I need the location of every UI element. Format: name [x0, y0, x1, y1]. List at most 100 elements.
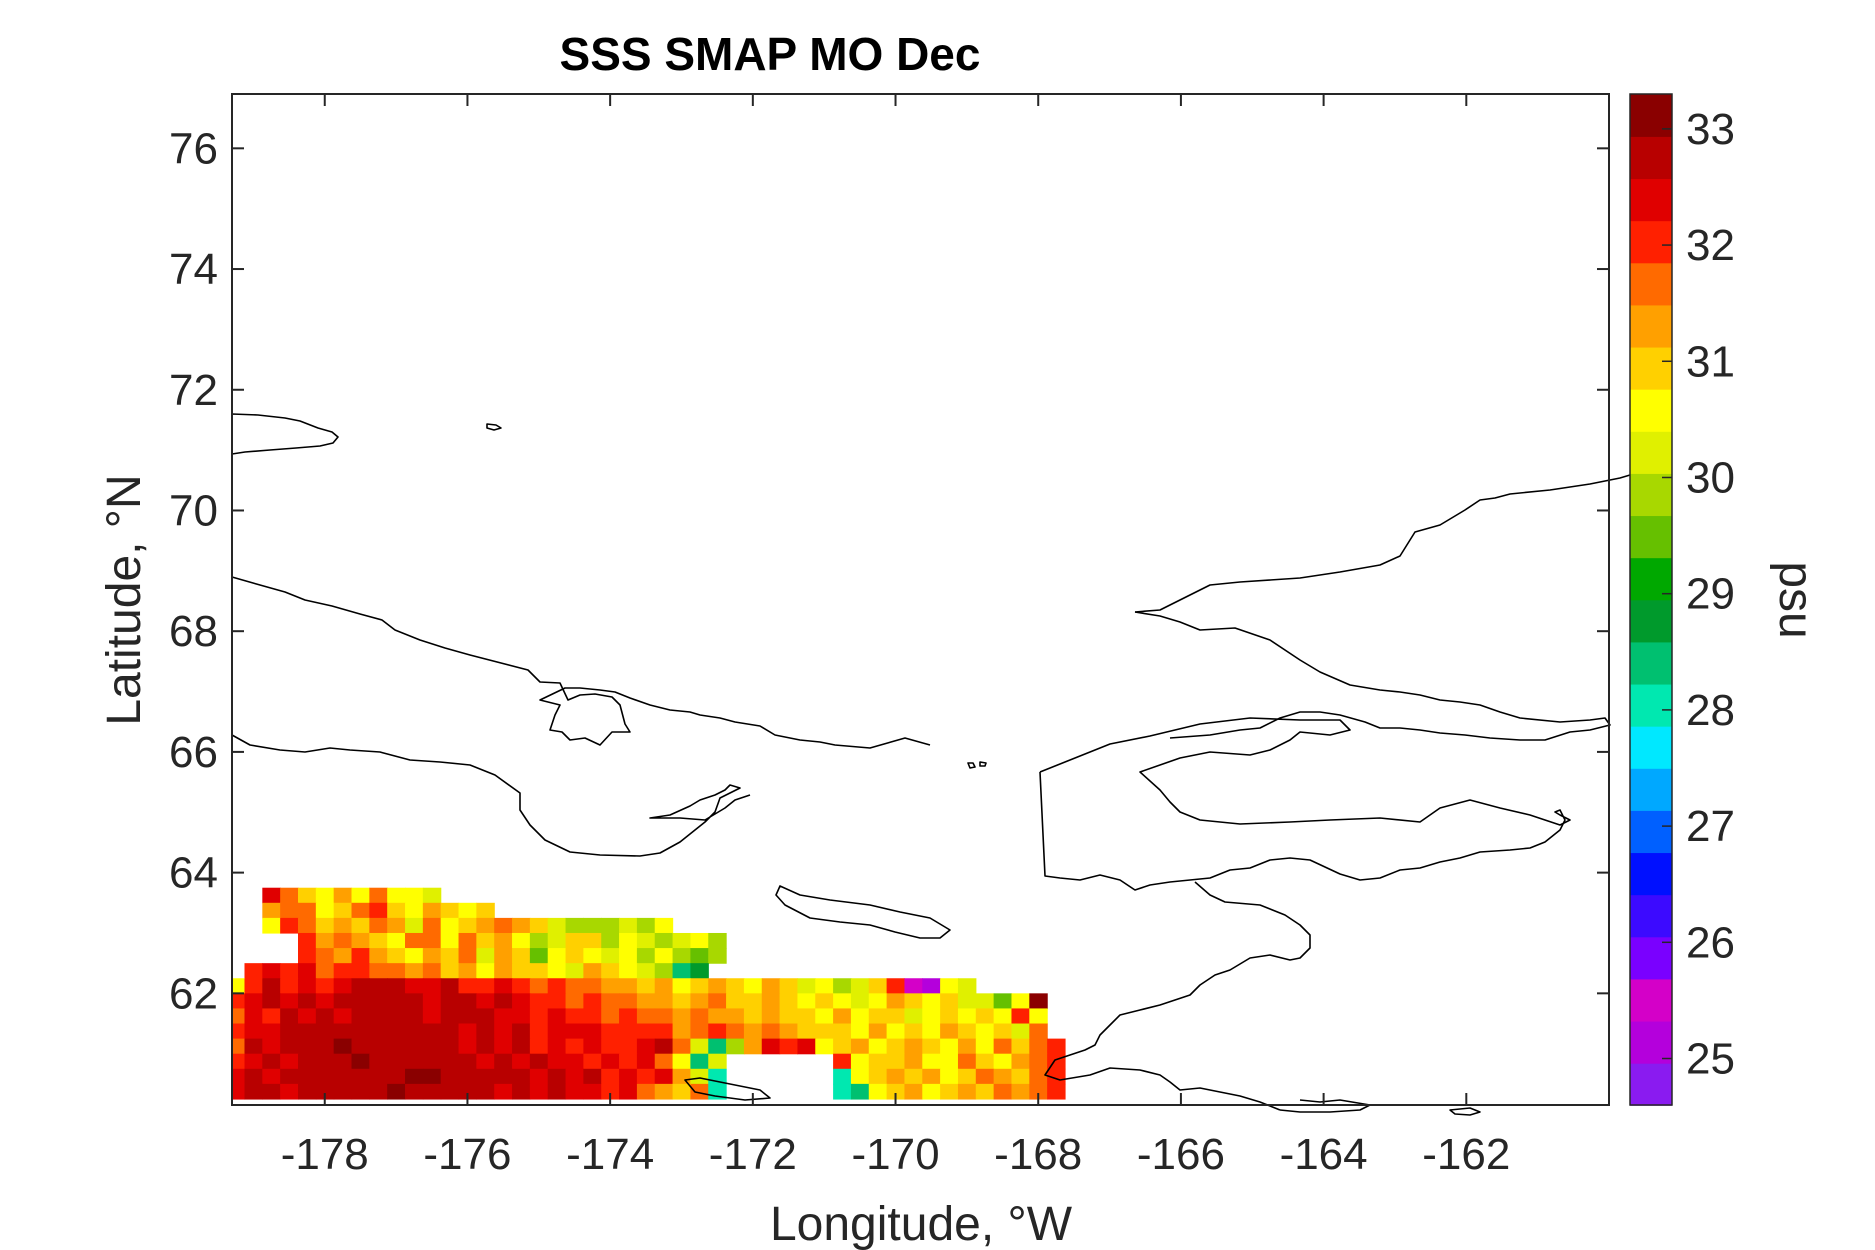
heatmap-cell — [298, 1053, 317, 1070]
heatmap-cell — [547, 1023, 567, 1040]
heatmap-cell — [886, 993, 906, 1010]
heatmap-cell — [422, 1038, 442, 1055]
heatmap-cell — [232, 993, 246, 1010]
heatmap-cell — [494, 978, 513, 994]
heatmap-cell — [405, 963, 424, 979]
x-tick-label: -172 — [709, 1130, 797, 1179]
heatmap-cell — [387, 993, 406, 1010]
heatmap-cell — [886, 1053, 906, 1070]
heatmap-cell — [672, 963, 692, 979]
heatmap-cell — [708, 948, 727, 964]
heatmap-cell — [975, 1008, 995, 1025]
heatmap-cell — [993, 1053, 1013, 1070]
heatmap-cell — [583, 1008, 602, 1025]
heatmap-cell — [619, 993, 638, 1010]
heatmap-cell — [315, 887, 335, 904]
heatmap-cell — [636, 917, 656, 934]
heatmap-cell — [815, 1023, 834, 1040]
colorbar-swatch — [1630, 1020, 1672, 1064]
heatmap-cell — [654, 993, 674, 1010]
colorbar-tick-label: 31 — [1686, 337, 1735, 386]
heatmap-cell — [262, 1068, 281, 1085]
heatmap-cell — [601, 1053, 620, 1070]
coastline-chukotka-north — [231, 576, 931, 749]
heatmap-cell — [940, 978, 959, 994]
heatmap-cell — [315, 1008, 335, 1025]
heatmap-cell — [333, 993, 353, 1010]
colorbar-swatch — [1630, 178, 1672, 222]
heatmap-cell — [232, 1038, 246, 1055]
heatmap-cell — [387, 978, 406, 994]
heatmap-cell — [440, 963, 460, 979]
colorbar-swatch — [1630, 768, 1672, 811]
heatmap-cell — [619, 917, 638, 934]
heatmap-cell — [422, 902, 442, 919]
coastline-diomede-islands — [967, 761, 987, 769]
heatmap-cell — [244, 1068, 263, 1085]
heatmap-cell — [868, 1008, 888, 1025]
heatmap-cell — [619, 1038, 638, 1055]
heatmap-cell — [850, 1038, 870, 1055]
heatmap-cell — [232, 1053, 246, 1070]
heatmap-cell — [672, 1008, 692, 1025]
heatmap-cell — [458, 993, 477, 1010]
heatmap-cell — [333, 978, 353, 994]
heatmap-cell — [262, 902, 281, 919]
heatmap-cell — [636, 993, 656, 1010]
heatmap-cell — [797, 993, 816, 1010]
heatmap-cell — [708, 993, 727, 1010]
heatmap-cell — [232, 1023, 246, 1040]
heatmap-cell — [387, 1068, 406, 1085]
heatmap-cell — [387, 1008, 406, 1025]
heatmap-cell — [369, 1068, 388, 1085]
heatmap-cell — [583, 993, 602, 1010]
heatmap-cell — [833, 1068, 852, 1085]
heatmap-cell — [583, 917, 602, 934]
heatmap-cell — [726, 1038, 745, 1055]
heatmap-cell — [797, 1038, 816, 1055]
heatmap-cell — [244, 1023, 263, 1040]
heatmap-cell — [833, 978, 852, 994]
heatmap-cell — [601, 932, 620, 949]
heatmap-cell — [708, 1038, 727, 1055]
heatmap-cell — [351, 932, 370, 949]
heatmap-cell — [743, 993, 763, 1010]
heatmap-cell — [940, 993, 959, 1010]
heatmap-cell — [922, 993, 941, 1010]
heatmap-cell — [815, 993, 834, 1010]
heatmap-cell — [387, 932, 406, 949]
heatmap-cell — [1011, 1023, 1030, 1040]
heatmap-cell — [761, 1023, 781, 1040]
heatmap-cell — [1011, 1068, 1030, 1085]
plot-area-frame — [231, 93, 1610, 1106]
heatmap-cell — [565, 917, 584, 934]
heatmap-cell — [779, 1008, 799, 1025]
heatmap-cell — [619, 978, 638, 994]
heatmap-cell — [583, 963, 602, 979]
heatmap-cell — [547, 1068, 567, 1085]
heatmap-cell — [244, 1053, 263, 1070]
x-axis: -178 -176 -174 -172 -170 -168 -166 -164 -162 — [281, 94, 1510, 1179]
x-tick-label: -176 — [423, 1130, 511, 1179]
heatmap-cell — [565, 1008, 584, 1025]
heatmap-cell — [833, 1083, 852, 1100]
heatmap-cell — [405, 948, 424, 964]
heatmap-cell — [315, 963, 335, 979]
heatmap-cell — [333, 932, 353, 949]
y-tick-label: 72 — [169, 366, 218, 415]
heatmap-cell — [583, 978, 602, 994]
heatmap-cell — [405, 917, 424, 934]
heatmap-cell — [957, 1038, 977, 1055]
heatmap-cell — [565, 1038, 584, 1055]
heatmap-cell — [458, 1068, 477, 1085]
heatmap-cell — [690, 1023, 709, 1040]
heatmap-cell — [458, 978, 477, 994]
heatmap-cell — [654, 978, 674, 994]
heatmap-cell — [529, 1083, 549, 1100]
heatmap-cell — [476, 902, 495, 919]
heatmap-cell — [868, 1083, 888, 1100]
heatmap-cell — [761, 978, 781, 994]
heatmap-cell — [387, 1053, 406, 1070]
heatmap-cell — [815, 1008, 834, 1025]
heatmap-cell — [868, 1023, 888, 1040]
